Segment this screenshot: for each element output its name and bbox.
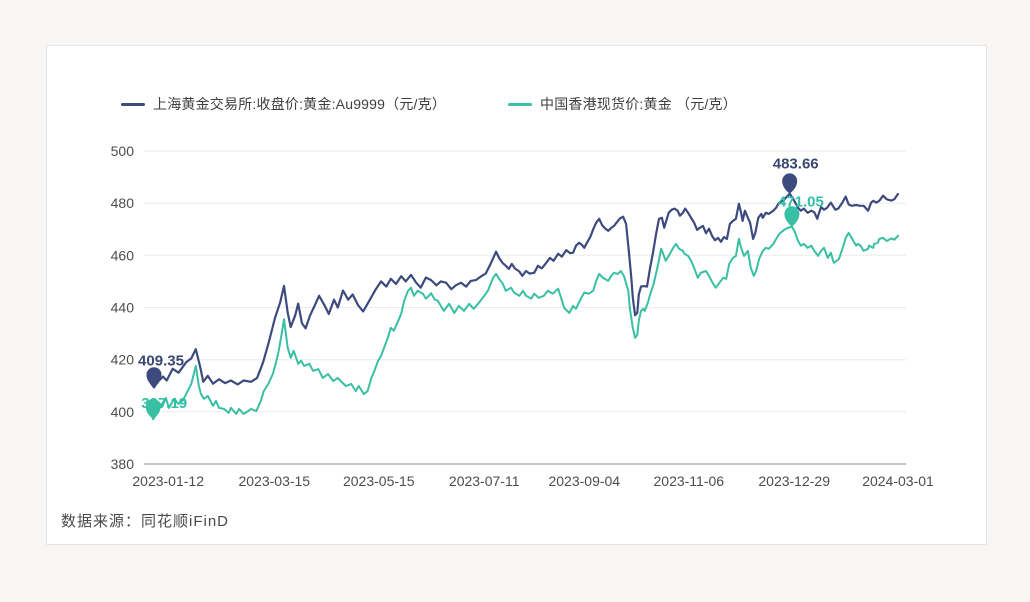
x-tick-label: 2023-07-11 (449, 473, 520, 489)
marker-value-label: 471.05 (778, 194, 824, 211)
marker-value-label: 483.66 (773, 156, 819, 173)
x-tick-label: 2024-03-01 (862, 473, 934, 489)
x-tick-label: 2023-01-12 (132, 473, 204, 489)
y-tick-label: 380 (111, 456, 135, 472)
marker-value-label: 409.35 (138, 352, 184, 369)
legend-item-hongkong-gold[interactable]: 中国香港现货价:黄金 （元/克） (508, 94, 737, 114)
legend-line-swatch-hongkong-icon (508, 102, 533, 106)
y-tick-label: 400 (111, 404, 135, 420)
chart-legend: 上海黄金交易所:收盘价:黄金:Au9999（元/克） 中国香港现货价:黄金 （元… (121, 94, 737, 114)
x-tick-label: 2023-09-04 (548, 473, 620, 489)
legend-line-swatch-shanghai-icon (121, 102, 145, 106)
legend-item-shanghai-gold[interactable]: 上海黄金交易所:收盘价:黄金:Au9999（元/克） (121, 94, 446, 114)
y-tick-label: 480 (111, 195, 135, 211)
x-tick-label: 2023-11-06 (654, 473, 725, 489)
series-line-0 (149, 192, 900, 389)
chart-card: 上海黄金交易所:收盘价:黄金:Au9999（元/克） 中国香港现货价:黄金 （元… (46, 45, 987, 545)
x-tick-label: 2023-12-29 (758, 473, 830, 489)
legend-label-hongkong: 中国香港现货价:黄金 （元/克） (540, 96, 737, 112)
data-point-pin-icon (145, 398, 161, 420)
y-tick-label: 500 (111, 143, 135, 159)
data-source-note: 数据来源：同花顺iFinD (61, 513, 230, 530)
y-tick-label: 460 (111, 247, 135, 263)
y-tick-label: 440 (111, 300, 135, 316)
y-tick-label: 420 (111, 352, 135, 368)
data-point-pin-icon (146, 367, 162, 388)
x-tick-label: 2023-05-15 (343, 473, 415, 489)
data-point-pin-icon (782, 173, 798, 194)
legend-label-shanghai: 上海黄金交易所:收盘价:黄金:Au9999（元/克） (153, 96, 447, 112)
data-point-pin-icon (784, 206, 800, 227)
series-line-1 (150, 225, 899, 421)
x-tick-label: 2023-03-15 (238, 473, 310, 489)
